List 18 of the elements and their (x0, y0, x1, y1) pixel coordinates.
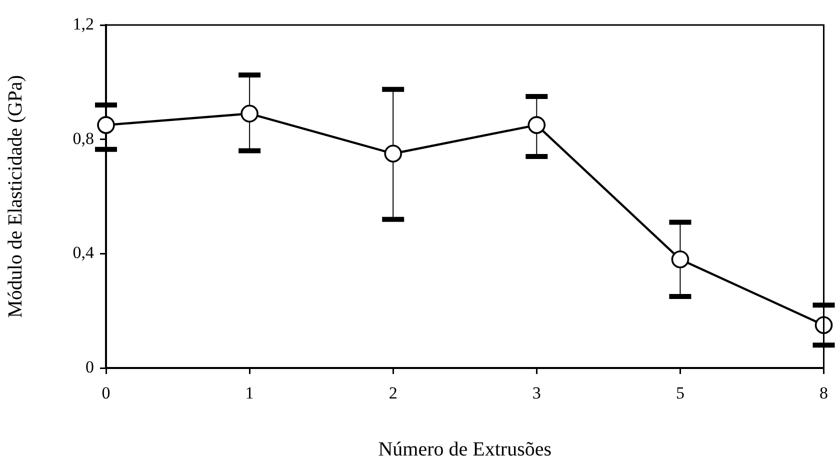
point (814, 316, 833, 334)
y-tick-label: 1,2 (72, 14, 94, 34)
point (528, 116, 546, 134)
point (671, 250, 690, 268)
x-tick-label: 5 (676, 384, 684, 403)
x-tick-label: 8 (820, 384, 828, 403)
point (384, 144, 402, 163)
x-tick-label: 3 (532, 384, 541, 403)
x-tick-label: 1 (245, 384, 254, 403)
x-tick-label: 0 (102, 384, 110, 403)
y-tick-label: 0,4 (72, 243, 94, 262)
y-tick-label: 0 (86, 357, 94, 376)
y-axis-title: Módulo de Elasticidade (GPa) (4, 75, 26, 318)
point (240, 104, 258, 123)
y-tick-label: 0,8 (72, 128, 94, 148)
x-tick-label: 2 (388, 384, 398, 403)
x-axis-title: Número de Extrusões (378, 438, 552, 460)
point (97, 116, 115, 134)
